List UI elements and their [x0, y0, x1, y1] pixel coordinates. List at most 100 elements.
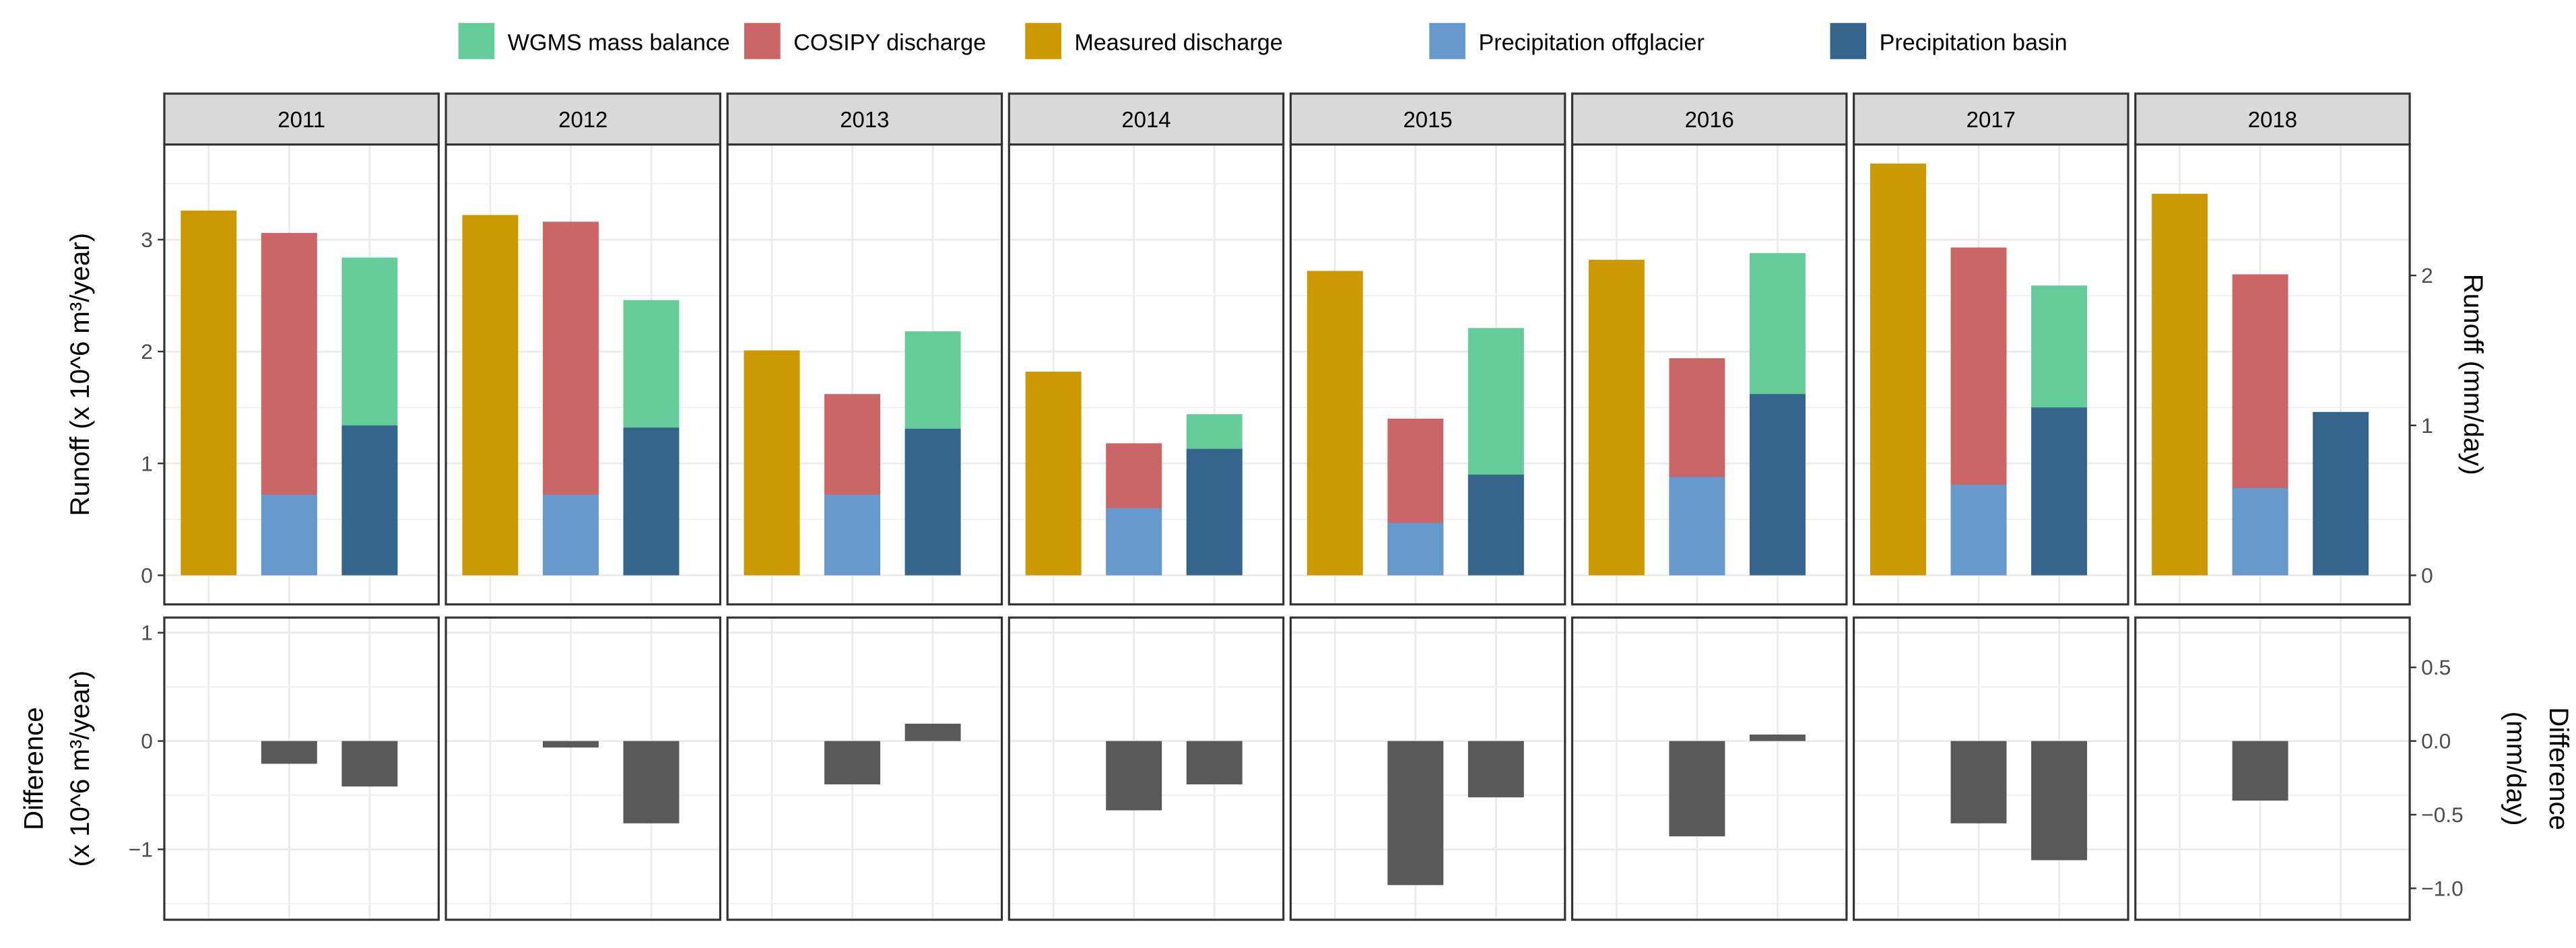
- facet-label: 2016: [1685, 107, 1734, 132]
- panel-border: [1853, 616, 2129, 921]
- bar-measured-discharge: [462, 215, 519, 576]
- y-right-tick-label: 1: [2421, 413, 2433, 438]
- bar-precipitation-offglacier: [261, 494, 317, 576]
- bar-measured-discharge: [1307, 271, 1363, 576]
- bar-difference-cosipy: [261, 741, 317, 764]
- facet-label: 2018: [2248, 107, 2297, 132]
- bar-difference-cosipy: [824, 741, 881, 784]
- facet-strip: [1008, 92, 1285, 146]
- facet-2018: 2018: [2134, 92, 2411, 921]
- facet-2014: 2014: [1008, 92, 1285, 921]
- bar-precipitation-basin: [1467, 474, 1524, 576]
- facet-strip: [2134, 92, 2411, 146]
- y-right-tick-label: 0.0: [2421, 729, 2451, 753]
- y-right-tick-label: −0.5: [2421, 803, 2464, 827]
- bar-measured-discharge: [2152, 193, 2208, 576]
- bar-difference-wgms: [1467, 741, 1524, 798]
- y-right-tick-label: 0: [2421, 563, 2433, 587]
- y-tick-label: 2: [141, 339, 153, 364]
- facet-2017: 2017: [1853, 92, 2129, 921]
- facet-strip: [1571, 92, 1848, 146]
- y-right-tick-label: 0.5: [2421, 655, 2451, 679]
- facet-label: 2014: [1121, 107, 1170, 132]
- y-axis-title-diff-line1: Difference: [18, 707, 48, 830]
- bar-precipitation-basin: [904, 428, 961, 576]
- bar-precipitation-offglacier: [1387, 522, 1444, 576]
- legend-label: Precipitation offglacier: [1478, 30, 1704, 55]
- panel-border: [444, 143, 722, 606]
- panel-border: [163, 143, 440, 606]
- bar-difference-cosipy: [1387, 741, 1444, 885]
- facet-strip: [163, 92, 440, 146]
- facet-panels: 2011 2012 2013 2014 2015 2016 2017 2018: [163, 92, 2411, 921]
- bar-difference-cosipy: [2232, 741, 2288, 801]
- y-tick-label: 0: [141, 563, 153, 587]
- bar-difference-wgms: [1186, 741, 1243, 784]
- bar-difference-wgms: [1749, 734, 1806, 741]
- panel-border: [726, 143, 1003, 606]
- axes: 0 1 2 3 −1 0 1 Runoff (x 10^6 m³/year) Differenc…: [18, 228, 2573, 900]
- y-tick-label: 3: [141, 228, 153, 252]
- panel-border: [163, 616, 440, 921]
- bar-precipitation-offglacier: [1669, 477, 1725, 576]
- facet-strip: [1289, 92, 1566, 146]
- y-tick-label: 1: [141, 621, 153, 645]
- bar-difference-wgms: [341, 741, 398, 787]
- legend-key: [1830, 23, 1867, 59]
- y-right-axis-title-diff-line1: Difference: [2544, 707, 2574, 830]
- bar-precipitation-basin: [623, 428, 680, 576]
- panel-border: [2134, 616, 2411, 921]
- panel-border: [1008, 143, 1285, 606]
- panel-border: [1008, 616, 1285, 921]
- panel-border: [726, 616, 1003, 921]
- facet-strip: [444, 92, 722, 146]
- facet-label: 2015: [1403, 107, 1452, 132]
- panel-border: [1853, 143, 2129, 606]
- bar-precipitation-basin: [1186, 448, 1243, 576]
- facet-label: 2013: [840, 107, 889, 132]
- facet-strip: [726, 92, 1003, 146]
- panel-border: [2134, 143, 2411, 606]
- legend-label: Precipitation basin: [1880, 30, 2068, 55]
- bar-difference-cosipy: [1669, 741, 1725, 837]
- legend-label: WGMS mass balance: [508, 30, 730, 55]
- facet-2011: 2011: [163, 92, 440, 921]
- bar-difference-wgms: [623, 741, 680, 823]
- bar-precipitation-basin: [2031, 407, 2088, 576]
- panel-border: [444, 616, 722, 921]
- bar-precipitation-basin: [1749, 394, 1806, 576]
- legend-label: COSIPY discharge: [793, 30, 986, 55]
- y-tick-label: 1: [141, 451, 153, 475]
- panel-border: [1289, 616, 1566, 921]
- legend-key: [744, 23, 781, 59]
- bar-difference-cosipy: [1950, 741, 2007, 823]
- bar-precipitation-offglacier: [1106, 508, 1162, 576]
- panel-border: [1571, 616, 1848, 921]
- bar-difference-cosipy: [1106, 741, 1162, 811]
- panel-border: [1571, 143, 1848, 606]
- facet-2015: 2015: [1289, 92, 1566, 921]
- bar-precipitation-offglacier: [2232, 487, 2288, 576]
- legend: WGMS mass balance COSIPY discharge Measure…: [458, 23, 2068, 59]
- bar-measured-discharge: [1870, 163, 1926, 576]
- legend-key: [1429, 23, 1465, 59]
- bar-measured-discharge: [1025, 372, 1082, 576]
- bar-difference-wgms: [2031, 741, 2088, 860]
- panel-border: [1289, 143, 1566, 606]
- y-right-axis-title-diff-line2: (mm/day): [2501, 712, 2532, 826]
- bar-measured-discharge: [1588, 259, 1645, 576]
- bar-difference-cosipy: [543, 741, 599, 748]
- legend-label: Measured discharge: [1074, 30, 1282, 55]
- y-axis-title: Runoff (x 10^6 m³/year): [65, 233, 95, 516]
- y-right-tick-label: −1.0: [2421, 876, 2464, 900]
- facet-label: 2012: [558, 107, 607, 132]
- facet-2013: 2013: [726, 92, 1003, 921]
- y-right-axis-title: Runoff (mm/day): [2458, 274, 2488, 475]
- bar-precipitation-basin: [341, 425, 398, 576]
- bar-measured-discharge: [744, 350, 800, 576]
- facet-2016: 2016: [1571, 92, 1848, 921]
- y-right-tick-label: 2: [2421, 263, 2433, 287]
- bar-difference-wgms: [904, 723, 961, 741]
- facet-2012: 2012: [444, 92, 722, 921]
- facet-label: 2017: [1967, 107, 2016, 132]
